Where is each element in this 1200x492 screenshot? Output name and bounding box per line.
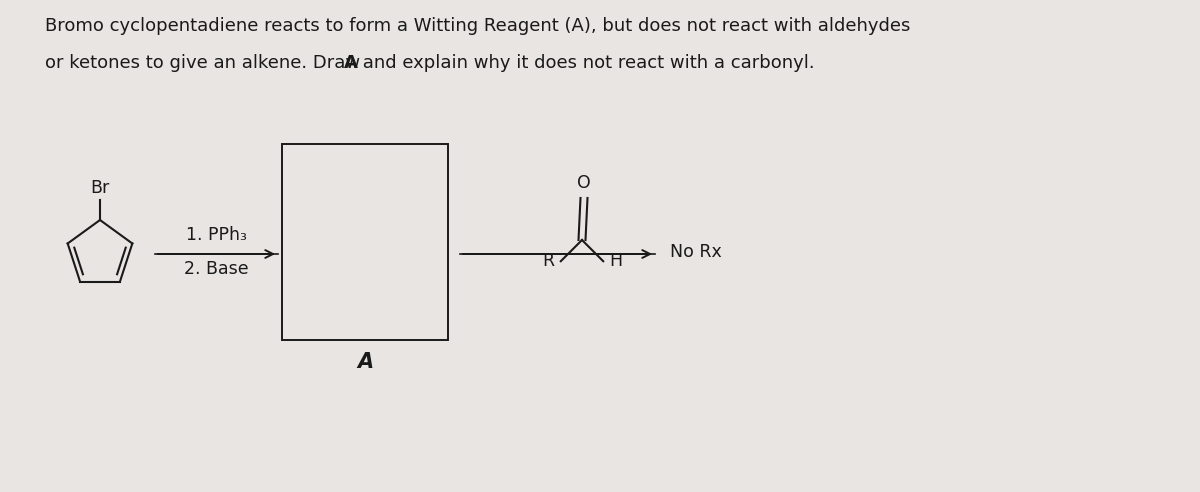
Text: Br: Br	[90, 179, 109, 197]
Bar	[282, 144, 448, 340]
Text: O: O	[577, 174, 590, 192]
Text: or ketones to give an alkene. Draw: or ketones to give an alkene. Draw	[46, 54, 366, 72]
Text: No Rx: No Rx	[670, 243, 721, 261]
Text: and explain why it does not react with a carbonyl.: and explain why it does not react with a…	[358, 54, 815, 72]
Text: 1. PPh₃: 1. PPh₃	[186, 226, 247, 244]
Text: Bromo cyclopentadiene reacts to form a Witting Reagent (A), but does not react w: Bromo cyclopentadiene reacts to form a W…	[46, 17, 911, 35]
Text: 2. Base: 2. Base	[184, 260, 248, 278]
Text: R: R	[542, 252, 554, 270]
Text: H: H	[610, 252, 623, 270]
Text: A: A	[356, 352, 373, 372]
Text: A: A	[344, 54, 358, 72]
